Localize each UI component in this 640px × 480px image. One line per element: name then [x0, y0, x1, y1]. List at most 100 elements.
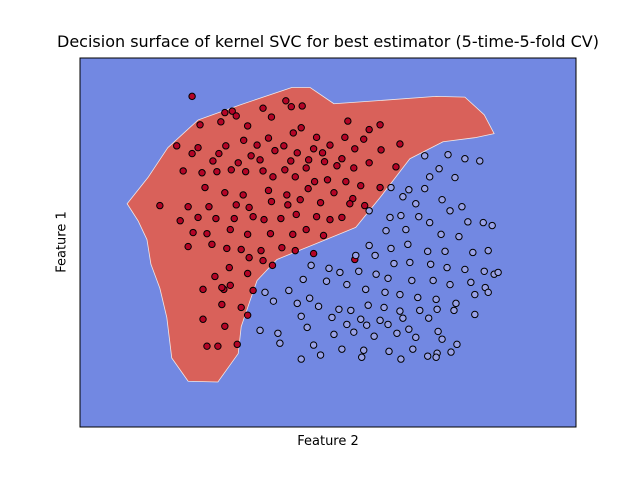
point-class-1 [184, 203, 192, 211]
point-class-0 [364, 301, 372, 309]
point-class-1 [243, 269, 252, 278]
point-class-1 [227, 166, 235, 174]
point-class-0 [355, 267, 363, 275]
point-class-1 [239, 191, 247, 199]
point-class-0 [350, 328, 358, 336]
point-class-1 [281, 166, 289, 174]
point-class-1 [292, 210, 300, 219]
point-class-1 [320, 157, 329, 166]
point-class-0 [386, 213, 394, 222]
point-class-1 [188, 149, 196, 158]
point-class-0 [314, 302, 323, 311]
data-points [156, 92, 502, 363]
point-class-0 [412, 200, 420, 208]
point-class-0 [393, 329, 401, 337]
point-class-1 [376, 183, 384, 192]
point-class-0 [444, 150, 452, 159]
point-class-0 [328, 313, 336, 322]
point-class-1 [296, 195, 304, 204]
point-class-1 [239, 136, 248, 144]
point-class-1 [289, 129, 297, 137]
point-class-0 [423, 247, 432, 256]
decision-region [126, 87, 495, 383]
point-class-0 [376, 316, 384, 325]
point-class-1 [278, 243, 286, 252]
point-class-1 [201, 183, 209, 192]
point-class-1 [205, 203, 213, 211]
point-class-1 [280, 142, 288, 150]
point-class-0 [390, 259, 398, 268]
point-class-0 [421, 152, 429, 160]
y-axis-label: Feature 1 [54, 211, 70, 273]
point-class-1 [338, 155, 346, 163]
point-class-0 [414, 293, 422, 302]
point-class-0 [433, 305, 441, 313]
point-class-0 [416, 306, 424, 315]
point-class-1 [293, 149, 301, 157]
point-class-1 [198, 169, 206, 177]
point-class-0 [325, 264, 333, 273]
x-axis-label: Feature 2 [297, 434, 359, 449]
point-class-0 [343, 280, 351, 289]
point-class-0 [387, 183, 395, 192]
point-class-0 [404, 240, 412, 249]
point-class-1 [214, 342, 222, 350]
point-class-0 [303, 323, 311, 332]
point-class-0 [467, 278, 475, 287]
point-class-1 [218, 283, 226, 292]
point-class-1 [253, 141, 261, 149]
point-class-0 [347, 306, 355, 315]
point-class-0 [434, 327, 442, 336]
point-class-0 [437, 230, 445, 239]
point-class-0 [276, 339, 284, 347]
point-class-0 [307, 261, 315, 270]
point-class-0 [396, 290, 404, 299]
point-class-1 [312, 212, 321, 221]
point-class-1 [203, 229, 211, 238]
point-class-1 [376, 121, 384, 129]
point-class-0 [274, 329, 282, 337]
point-class-1 [194, 213, 202, 222]
point-class-0 [453, 340, 461, 349]
point-class-0 [385, 347, 393, 356]
point-class-1 [228, 107, 236, 115]
point-class-1 [338, 213, 346, 222]
point-class-1 [215, 149, 223, 158]
point-class-1 [271, 146, 279, 155]
point-class-1 [259, 167, 267, 175]
point-class-1 [330, 188, 338, 197]
point-class-1 [304, 184, 312, 193]
point-class-0 [269, 297, 278, 305]
point-class-1 [245, 253, 253, 262]
point-class-1 [176, 217, 184, 225]
point-class-1 [268, 261, 277, 270]
point-class-0 [293, 299, 301, 308]
point-class-0 [455, 232, 463, 241]
point-class-0 [402, 225, 410, 234]
point-class-0 [358, 353, 366, 361]
point-class-1 [173, 142, 181, 150]
point-class-0 [399, 193, 407, 201]
point-class-1 [156, 201, 164, 210]
point-class-0 [426, 260, 435, 268]
point-class-0 [365, 207, 373, 215]
point-class-1 [245, 203, 253, 212]
point-class-0 [387, 244, 395, 253]
point-class-1 [241, 167, 250, 176]
point-class-1 [309, 145, 318, 153]
point-class-0 [461, 155, 469, 163]
point-class-1 [277, 214, 285, 223]
point-class-0 [297, 312, 305, 320]
point-class-1 [213, 167, 221, 176]
point-class-1 [291, 246, 299, 255]
point-class-1 [184, 242, 192, 251]
point-class-1 [188, 92, 196, 101]
point-class-0 [335, 305, 343, 313]
point-class-1 [357, 181, 365, 190]
point-class-1 [319, 231, 328, 240]
point-class-1 [221, 188, 229, 197]
point-class-0 [415, 212, 423, 221]
point-class-1 [283, 191, 291, 199]
point-class-1 [256, 156, 264, 164]
point-class-0 [396, 307, 404, 315]
